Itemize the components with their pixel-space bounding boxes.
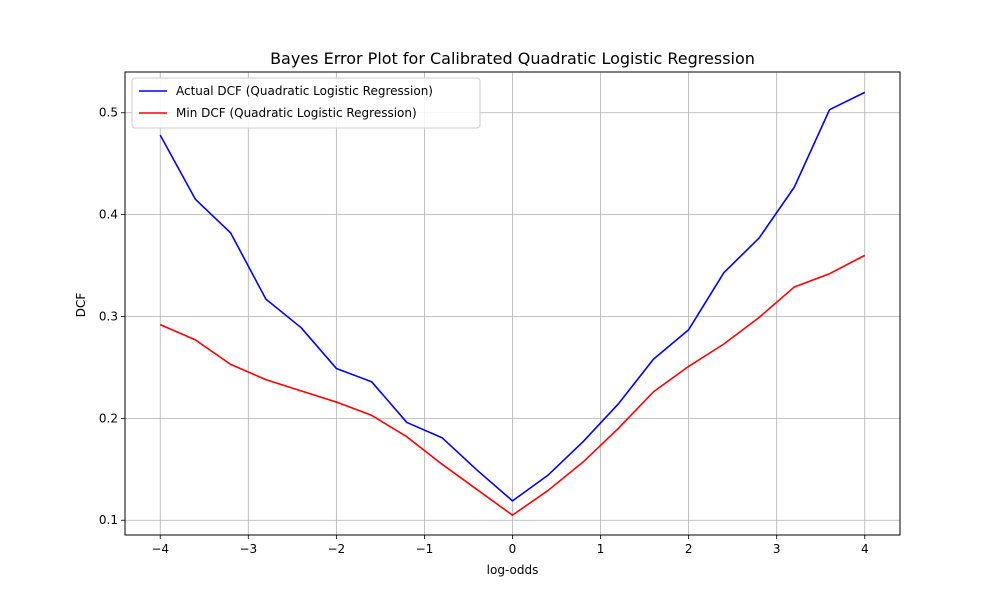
- x-tick-label: 2: [685, 542, 693, 556]
- axis-ticks: −4 −3 −2 −1 0 1 2 3 4 0.1 0.2 0.3 0.4 0.5: [99, 106, 869, 556]
- y-tick-label: 0.5: [99, 106, 118, 120]
- x-tick-label: 4: [861, 542, 869, 556]
- series-line-0: [159, 91, 866, 502]
- legend: Actual DCF (Quadratic Logistic Regressio…: [131, 77, 481, 129]
- y-tick-label: 0.1: [99, 513, 118, 527]
- legend-label: Min DCF (Quadratic Logistic Regression): [176, 106, 417, 120]
- x-tick-label: −1: [416, 542, 434, 556]
- y-axis-label: DCF: [74, 293, 88, 318]
- x-tick-label: −2: [328, 542, 346, 556]
- x-tick-label: 3: [773, 542, 781, 556]
- y-tick-label: 0.3: [99, 309, 118, 323]
- series-lines: [159, 91, 866, 516]
- legend-box: [131, 77, 481, 129]
- x-axis-label: log-odds: [487, 563, 539, 577]
- y-tick-label: 0.4: [99, 208, 118, 222]
- grid-lines: [125, 72, 900, 535]
- chart-title: Bayes Error Plot for Calibrated Quadrati…: [270, 49, 755, 68]
- series-line-1: [159, 254, 866, 516]
- x-tick-label: −4: [151, 542, 169, 556]
- x-tick-label: −3: [239, 542, 257, 556]
- y-tick-label: 0.2: [99, 411, 118, 425]
- legend-label: Actual DCF (Quadratic Logistic Regressio…: [176, 84, 433, 98]
- x-tick-label: 1: [597, 542, 605, 556]
- x-tick-label: 0: [509, 542, 517, 556]
